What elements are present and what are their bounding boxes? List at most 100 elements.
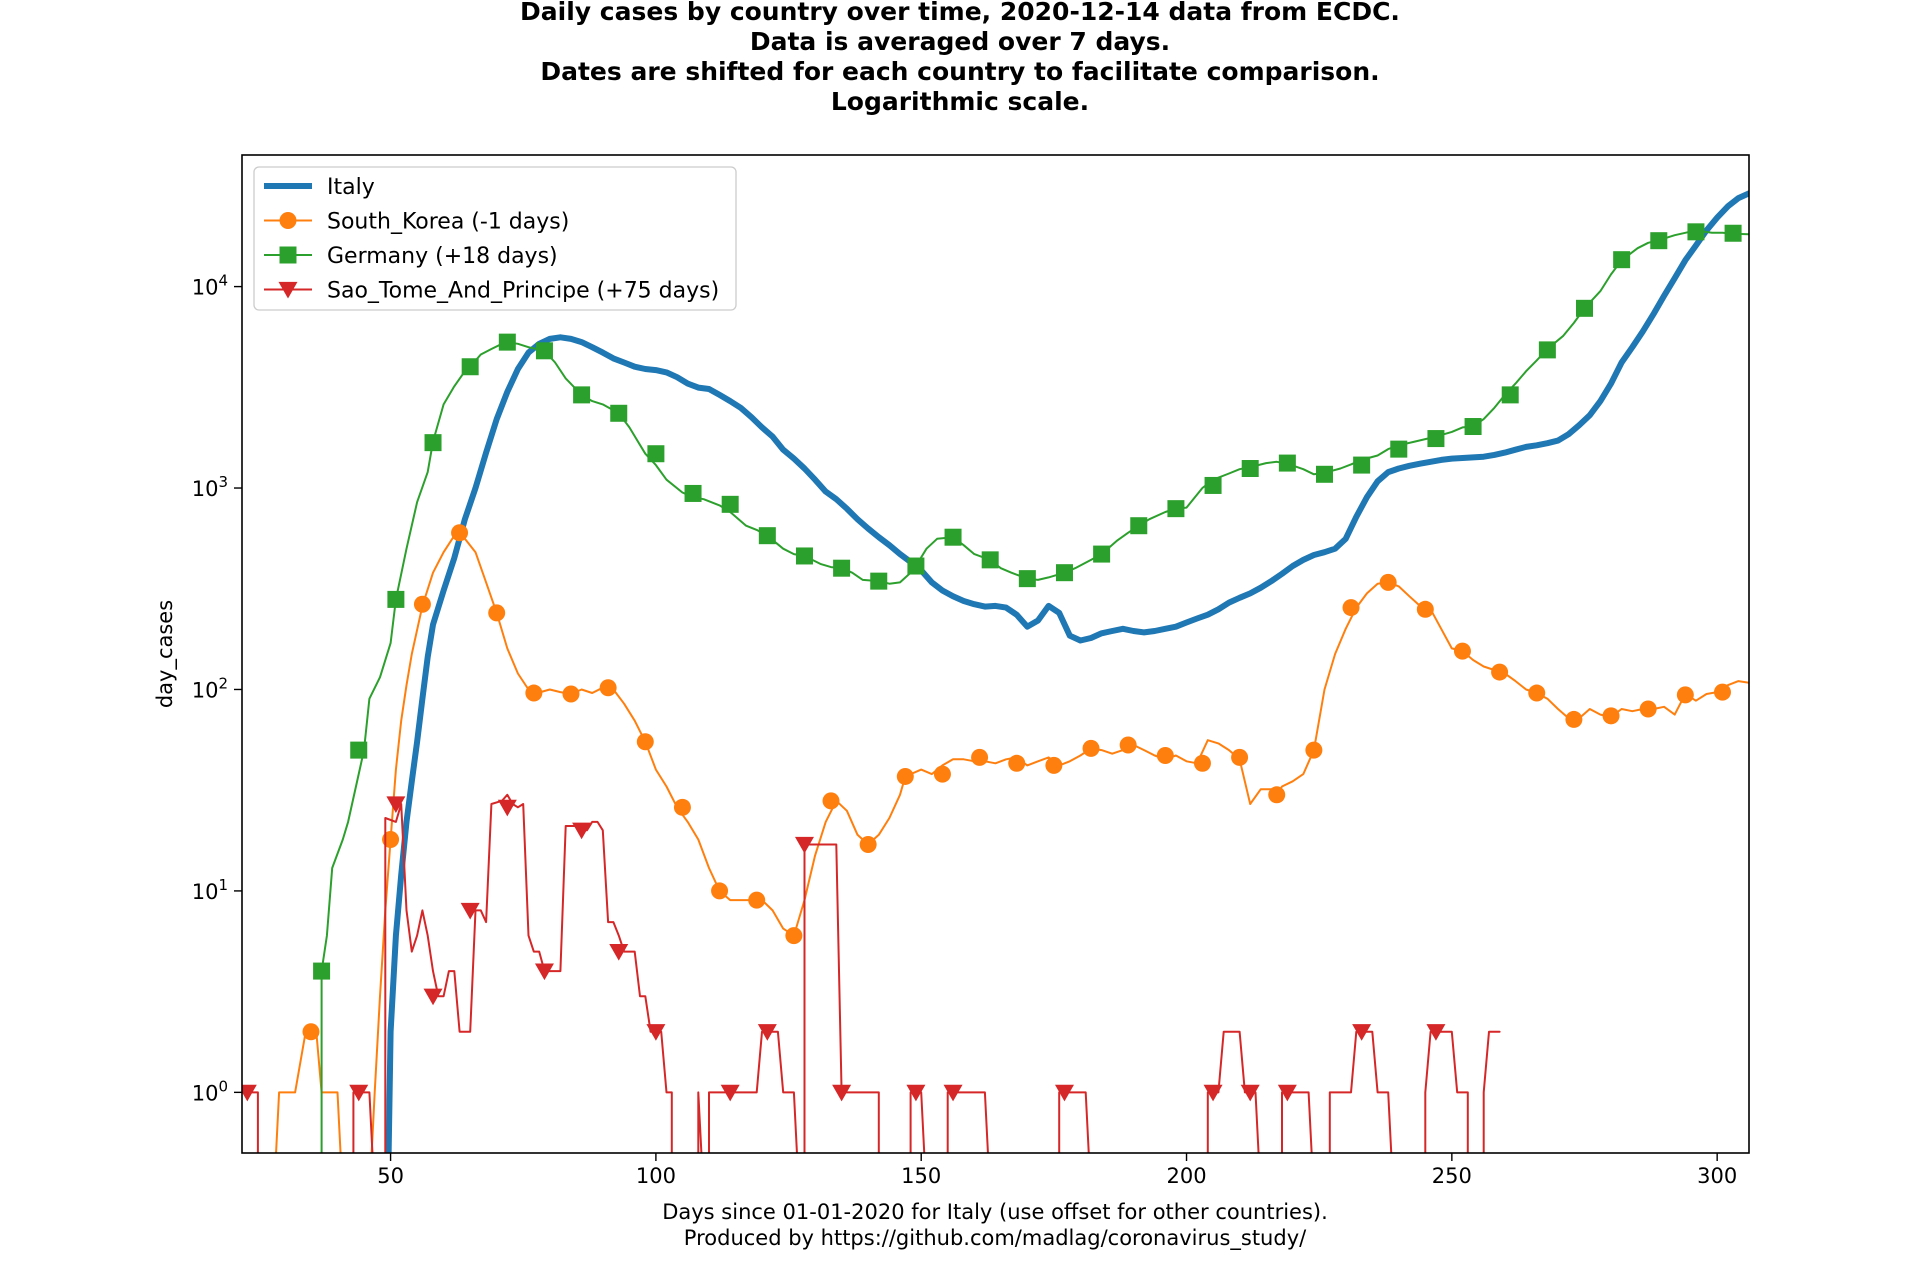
data-point [1724, 224, 1742, 242]
data-point [721, 495, 739, 513]
data-point [313, 962, 331, 980]
data-point [387, 590, 405, 608]
data-point [1565, 710, 1583, 728]
data-point [1193, 754, 1211, 772]
y-tick-label: 102 [192, 674, 228, 702]
series-line [246, 793, 1501, 1153]
data-point [1119, 736, 1137, 754]
data-point [1576, 299, 1594, 317]
data-point [386, 796, 406, 814]
title-line-3: Dates are shifted for each country to fa… [540, 57, 1379, 86]
data-point [1491, 663, 1509, 681]
chart-title: Daily cases by country over time, 2020-1… [520, 0, 1400, 116]
data-point [302, 1023, 320, 1041]
plot-series-layer [242, 190, 1749, 1153]
data-point [535, 342, 553, 360]
data-point [451, 524, 469, 542]
data-point [1130, 517, 1148, 535]
title-line-4: Logarithmic scale. [831, 87, 1089, 116]
data-point [795, 547, 813, 565]
data-point [1045, 756, 1063, 774]
data-point [1156, 747, 1174, 765]
data-point [757, 1024, 777, 1041]
data-point [1203, 1084, 1223, 1102]
legend-entry: South_Korea (-1 days) [264, 210, 569, 235]
legend-label: South_Korea (-1 days) [327, 210, 569, 235]
x-tick-label: 100 [636, 1164, 676, 1188]
data-point [636, 733, 654, 751]
data-point [748, 891, 766, 909]
data-point [1268, 786, 1286, 804]
legend-entry: Germany (+18 days) [264, 244, 558, 269]
data-point [981, 551, 999, 569]
data-point [573, 386, 591, 404]
data-point [1241, 460, 1259, 478]
data-point [1240, 1084, 1260, 1102]
data-point [647, 445, 665, 463]
data-point [1054, 1084, 1074, 1102]
data-point [1093, 545, 1111, 563]
data-point [1353, 456, 1371, 474]
data-point [1379, 573, 1397, 591]
data-point [349, 1084, 369, 1102]
data-point [758, 527, 776, 545]
plot-frame [241, 154, 1750, 1154]
data-point [461, 358, 479, 376]
data-point [498, 333, 516, 351]
legend-label: Sao_Tome_And_Principe (+75 days) [327, 279, 719, 304]
data-point [1278, 454, 1296, 472]
y-tick-label: 103 [192, 473, 228, 501]
data-point [413, 595, 431, 613]
series-2 [313, 223, 1749, 1153]
data-point [720, 1084, 740, 1102]
x-tick-label: 200 [1166, 1164, 1206, 1188]
data-point [610, 404, 628, 422]
legend: Italy South_Korea (-1 days) Germany (+18 d… [253, 166, 737, 311]
data-point [1231, 748, 1249, 766]
data-point [944, 528, 962, 546]
data-point [907, 557, 925, 575]
series-1 [275, 524, 1749, 1153]
data-point [1650, 232, 1668, 250]
data-point [832, 1084, 852, 1102]
series-3 [242, 793, 1501, 1153]
data-point [1464, 418, 1482, 436]
data-point [1426, 1024, 1446, 1041]
data-point [242, 1084, 257, 1102]
data-point [906, 1084, 926, 1102]
data-point [711, 882, 729, 900]
title-line-1: Daily cases by country over time, 2020-1… [520, 0, 1400, 26]
data-point [1352, 1024, 1372, 1041]
data-point [1613, 251, 1631, 269]
data-point [1501, 386, 1519, 404]
data-point [1390, 440, 1408, 458]
data-point [1427, 430, 1445, 448]
data-point [1018, 570, 1036, 588]
data-point [525, 684, 543, 702]
series-line [385, 190, 1749, 1153]
data-point [870, 572, 888, 590]
data-point [1277, 1084, 1297, 1102]
x-tick-label: 250 [1432, 1164, 1472, 1188]
legend-marker [279, 246, 297, 264]
data-point [684, 484, 702, 502]
x-axis-label-line-2: Produced by https://github.com/madlag/co… [684, 1226, 1307, 1251]
data-point [382, 830, 400, 848]
data-point [460, 902, 480, 920]
data-point [497, 799, 517, 817]
data-point [424, 434, 442, 452]
data-point [794, 836, 814, 854]
data-point [1713, 683, 1731, 701]
y-axis-ticks: 100 101 102 103 104 [192, 272, 242, 1105]
data-point [785, 927, 803, 945]
data-point [1528, 684, 1546, 702]
data-point [599, 679, 617, 697]
legend-entry: Sao_Tome_And_Principe (+75 days) [264, 279, 719, 304]
data-point [833, 559, 851, 577]
data-point [859, 835, 877, 853]
x-tick-label: 300 [1697, 1164, 1737, 1188]
legend-box [253, 166, 737, 311]
data-point [1008, 754, 1026, 772]
series-0 [385, 190, 1749, 1153]
